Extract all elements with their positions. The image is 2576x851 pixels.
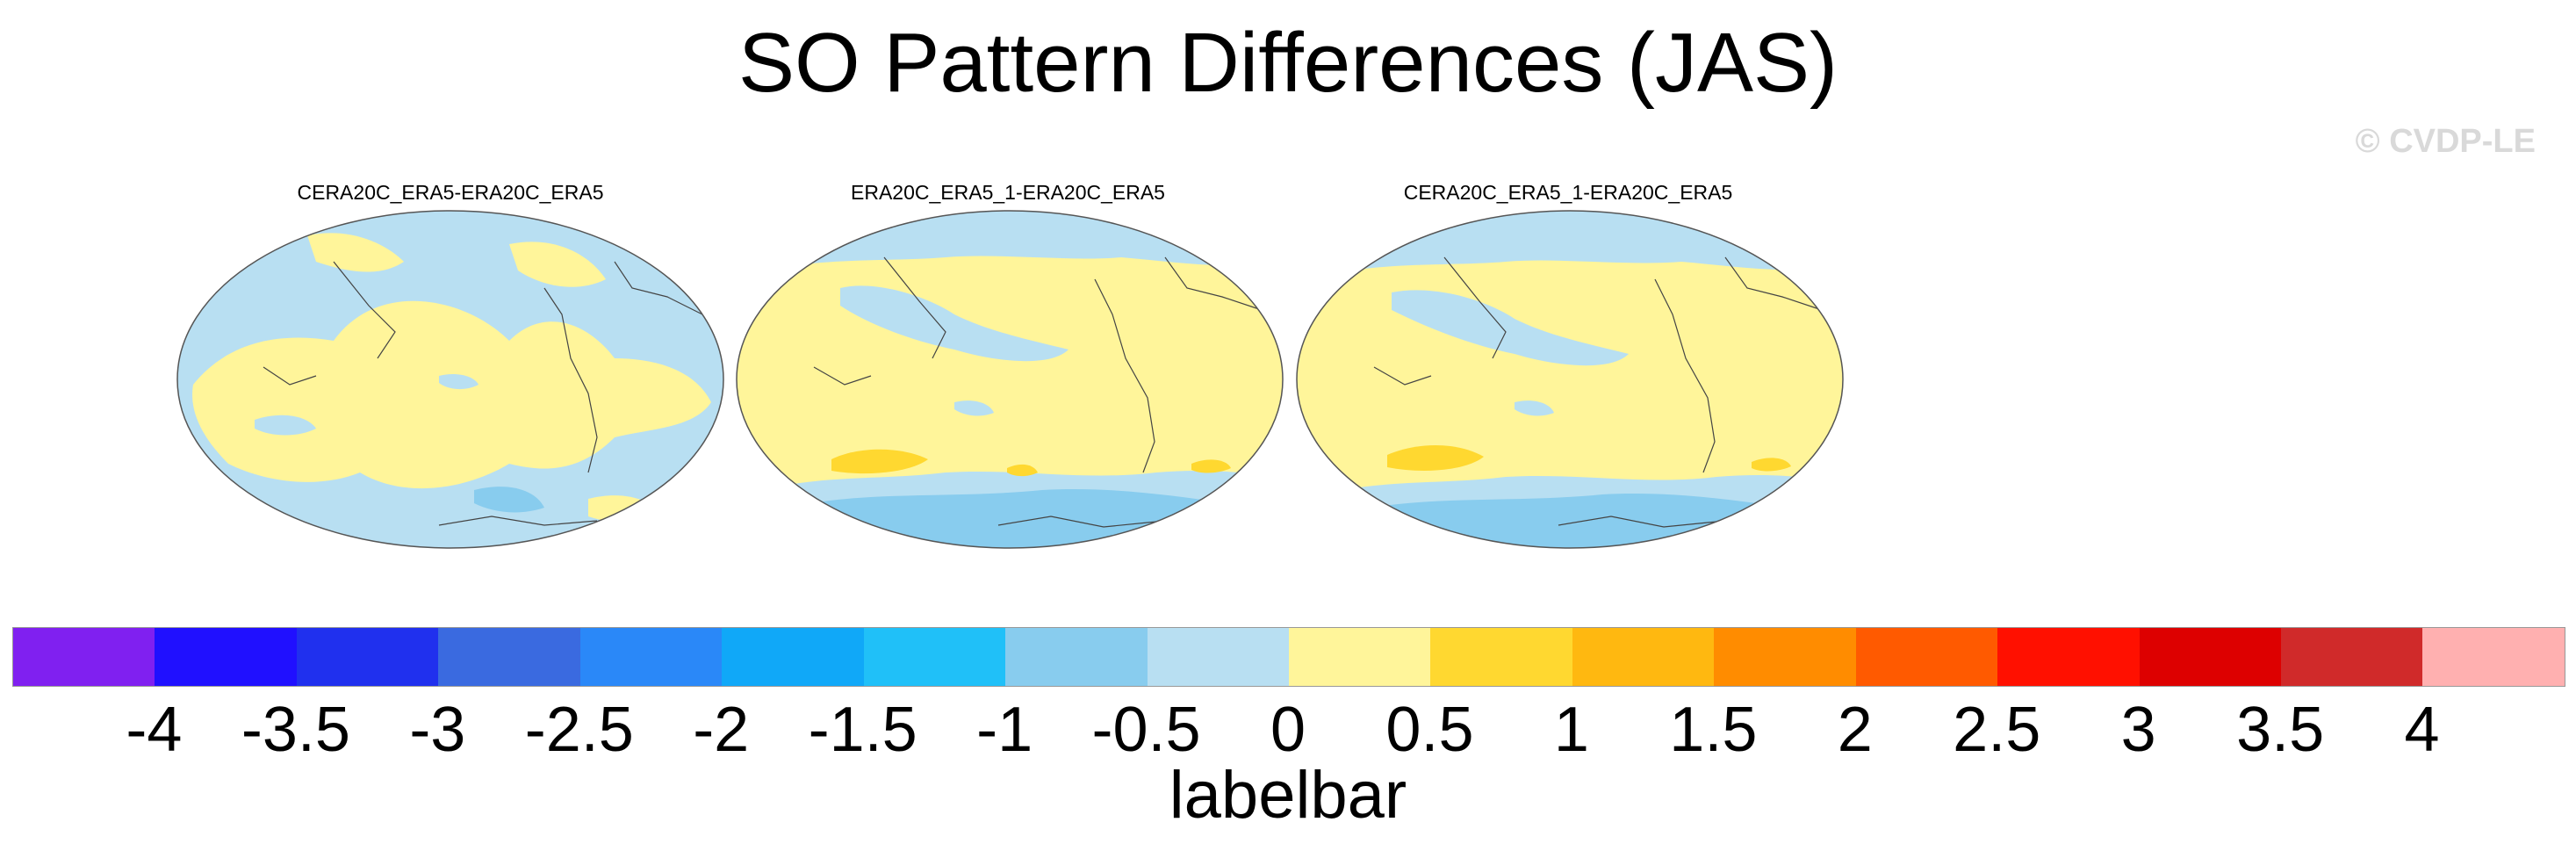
main-title: SO Pattern Differences (JAS) [738, 16, 1838, 110]
map-panel-3 [1296, 210, 1844, 549]
colorbar-box [13, 628, 155, 686]
colorbar-tick-label: 2 [1837, 695, 1873, 765]
colorbar-tick-label: -2.5 [524, 695, 634, 765]
colorbar-box [1005, 628, 1148, 686]
colorbar-box [722, 628, 864, 686]
colorbar-box [2281, 628, 2423, 686]
panel-title-2: ERA20C_ERA5_1-ERA20C_ERA5 [851, 181, 1165, 204]
colorbar-tick-label: 1.5 [1669, 695, 1758, 765]
positive-anomaly-region [192, 300, 711, 489]
colorbar-box [1997, 628, 2140, 686]
colorbar-label: labelbar [1169, 758, 1407, 833]
colorbar-box [2139, 628, 2281, 686]
colorbar-tick-label: -1.5 [808, 695, 917, 765]
colorbar-tick-label: -2 [693, 695, 750, 765]
panel-title-1: CERA20C_ERA5-ERA20C_ERA5 [297, 181, 604, 204]
colorbar-box [1288, 628, 1431, 686]
colorbar-tick-label: 1 [1553, 695, 1589, 765]
colorbar-tick-label: 3.5 [2236, 695, 2325, 765]
colorbar-box [155, 628, 297, 686]
colorbar-box [438, 628, 580, 686]
colorbar-box [1430, 628, 1572, 686]
colorbar-tick-label: 3 [2120, 695, 2156, 765]
colorbar-tick-label: -3 [409, 695, 466, 765]
colorbar-tick-label: 4 [2404, 695, 2440, 765]
colorbar-tick-label: 0 [1270, 695, 1306, 765]
colorbar-tick-label: -0.5 [1091, 695, 1201, 765]
colorbar-box [1855, 628, 1998, 686]
colorbar-tick-label: -3.5 [241, 695, 350, 765]
watermark: © CVDP-LE [2355, 123, 2536, 160]
colorbar-tick-label: 0.5 [1385, 695, 1474, 765]
colorbar-tick-label: -4 [126, 695, 183, 765]
colorbar-tick-label: -1 [976, 695, 1033, 765]
colorbar-box [1714, 628, 1856, 686]
colorbar-box [1572, 628, 1715, 686]
colorbar-tick-label: 2.5 [1953, 695, 2041, 765]
panel-title-3: CERA20C_ERA5_1-ERA20C_ERA5 [1403, 181, 1733, 204]
colorbar-box [296, 628, 439, 686]
colorbar-box [579, 628, 723, 686]
map-panel-1 [176, 210, 724, 549]
colorbar-box [2422, 628, 2565, 686]
map-panel-2 [736, 210, 1284, 549]
colorbar [12, 627, 2565, 687]
colorbar-box [863, 628, 1006, 686]
colorbar-box [1147, 628, 1289, 686]
